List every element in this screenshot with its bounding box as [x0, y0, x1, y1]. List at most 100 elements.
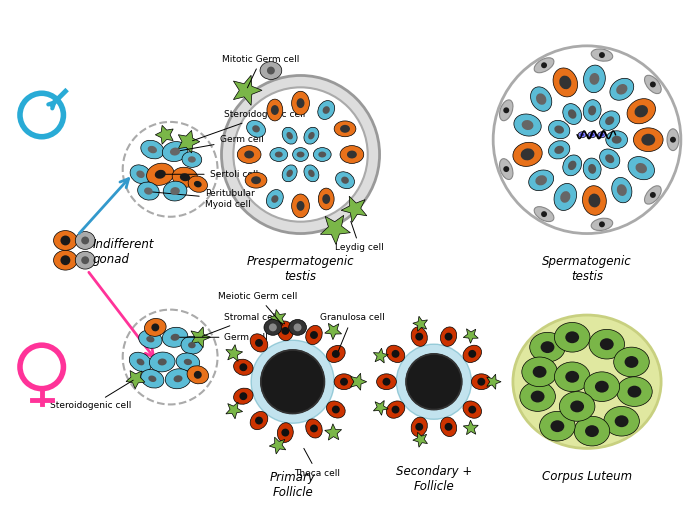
Ellipse shape [327, 401, 345, 418]
Circle shape [670, 137, 676, 142]
Ellipse shape [553, 68, 577, 97]
Ellipse shape [555, 322, 590, 352]
Ellipse shape [563, 155, 581, 176]
Ellipse shape [141, 370, 164, 388]
Ellipse shape [583, 158, 601, 179]
Ellipse shape [600, 149, 620, 168]
Polygon shape [233, 75, 262, 105]
Ellipse shape [255, 417, 263, 424]
Ellipse shape [61, 256, 70, 265]
Ellipse shape [416, 423, 423, 431]
Ellipse shape [281, 428, 289, 437]
Ellipse shape [139, 330, 162, 348]
Ellipse shape [322, 194, 330, 204]
Ellipse shape [269, 323, 277, 332]
Ellipse shape [289, 319, 306, 335]
Ellipse shape [521, 149, 535, 160]
Ellipse shape [305, 419, 322, 438]
Ellipse shape [297, 152, 305, 158]
Ellipse shape [386, 345, 405, 363]
Circle shape [261, 350, 324, 413]
Circle shape [599, 52, 605, 58]
Ellipse shape [606, 131, 627, 149]
Polygon shape [463, 329, 478, 343]
Ellipse shape [535, 175, 547, 186]
Text: Secondary +
Follicle: Secondary + Follicle [396, 465, 472, 493]
Ellipse shape [292, 194, 310, 218]
Ellipse shape [172, 167, 197, 187]
Ellipse shape [555, 362, 590, 391]
Text: Steroidogenic cell: Steroidogenic cell [193, 111, 306, 141]
Ellipse shape [245, 172, 267, 188]
Ellipse shape [286, 170, 293, 177]
Ellipse shape [341, 176, 349, 184]
Ellipse shape [591, 218, 613, 231]
Ellipse shape [514, 114, 541, 136]
Ellipse shape [625, 356, 638, 368]
Ellipse shape [252, 125, 260, 132]
Ellipse shape [136, 170, 144, 178]
Ellipse shape [81, 236, 89, 244]
Circle shape [251, 340, 334, 423]
Ellipse shape [158, 358, 166, 366]
Ellipse shape [267, 66, 275, 75]
Ellipse shape [528, 170, 554, 191]
Ellipse shape [600, 133, 604, 136]
Ellipse shape [310, 424, 318, 432]
Ellipse shape [559, 76, 571, 89]
Ellipse shape [499, 100, 513, 121]
Polygon shape [374, 348, 388, 363]
Ellipse shape [522, 120, 533, 130]
Ellipse shape [319, 188, 334, 210]
Ellipse shape [188, 176, 208, 192]
Ellipse shape [605, 116, 614, 125]
Ellipse shape [600, 111, 620, 130]
Ellipse shape [340, 125, 350, 133]
Text: Sertoli cell: Sertoli cell [163, 170, 258, 179]
Ellipse shape [130, 165, 151, 184]
Circle shape [233, 87, 367, 222]
Ellipse shape [308, 132, 314, 139]
Ellipse shape [583, 186, 606, 215]
Ellipse shape [182, 152, 202, 167]
Ellipse shape [627, 99, 656, 124]
Ellipse shape [645, 76, 661, 94]
Ellipse shape [568, 161, 577, 170]
Ellipse shape [513, 142, 542, 166]
Ellipse shape [275, 152, 283, 158]
Ellipse shape [181, 336, 203, 354]
Circle shape [599, 222, 605, 227]
Ellipse shape [188, 342, 195, 348]
Ellipse shape [550, 420, 564, 432]
Ellipse shape [194, 371, 202, 379]
Ellipse shape [282, 165, 297, 182]
Polygon shape [226, 345, 243, 361]
Ellipse shape [75, 232, 95, 249]
Ellipse shape [541, 341, 555, 353]
Ellipse shape [304, 165, 319, 182]
Ellipse shape [391, 350, 400, 358]
Ellipse shape [610, 78, 634, 100]
Ellipse shape [588, 105, 596, 116]
Ellipse shape [239, 364, 247, 371]
Ellipse shape [75, 251, 95, 269]
Ellipse shape [566, 332, 579, 343]
Ellipse shape [628, 157, 654, 179]
Polygon shape [413, 432, 427, 447]
Ellipse shape [137, 358, 144, 366]
Ellipse shape [292, 91, 310, 115]
Ellipse shape [386, 401, 405, 418]
Ellipse shape [444, 333, 453, 341]
Ellipse shape [250, 412, 268, 429]
Ellipse shape [641, 134, 655, 146]
Ellipse shape [54, 231, 77, 250]
Text: Primary
Follicle: Primary Follicle [270, 470, 316, 499]
Ellipse shape [319, 152, 326, 158]
Ellipse shape [588, 194, 601, 207]
Ellipse shape [533, 366, 546, 378]
Ellipse shape [165, 369, 191, 389]
Ellipse shape [334, 374, 354, 390]
Ellipse shape [149, 376, 156, 382]
Ellipse shape [590, 73, 599, 85]
Ellipse shape [578, 132, 586, 138]
